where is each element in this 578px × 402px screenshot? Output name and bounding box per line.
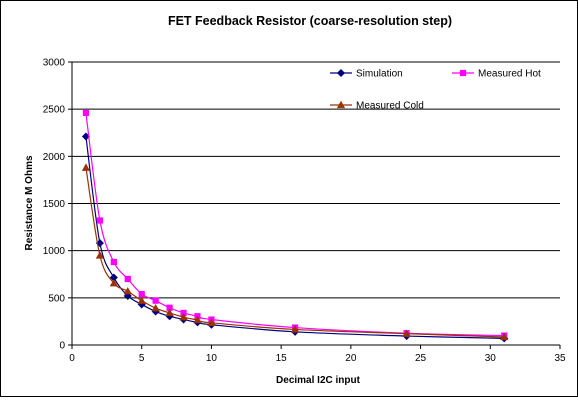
y-tick-label: 2500 [43,105,66,116]
x-tick-label: 30 [485,353,497,364]
legend-marker-square [459,69,467,77]
legend-item: Measured Cold [330,101,424,112]
x-tick-label: 25 [415,353,427,364]
legend-label: Measured Hot [478,69,541,80]
y-tick-label: 1500 [43,199,66,210]
x-tick-label: 5 [139,353,145,364]
data-point-square [96,217,103,224]
data-point-triangle [81,163,91,171]
data-point-triangle [137,296,146,304]
data-point-triangle [109,278,118,287]
data-point-triangle [151,303,160,312]
data-point-triangle [500,332,509,341]
x-tick-label: 0 [69,353,75,364]
x-tick-label: 35 [554,353,566,364]
data-point-triangle [402,329,411,337]
data-point-triangle [95,251,104,259]
chart-title: FET Feedback Resistor (coarse-resolution… [168,14,452,28]
x-tick-label: 15 [276,353,288,364]
legend-item: Measured Hot [452,69,541,80]
axes: 0 500 1000 1500 2000 2500 3000 0 5 10 15 20 25 30 35 [43,58,566,365]
legend-marker-diamond [336,68,346,78]
data-point-triangle [123,287,132,295]
data-point-square [152,297,159,304]
y-tick-label: 2000 [43,152,66,163]
data-point-triangle [207,318,216,327]
y-tick-label: 0 [59,341,65,352]
y-axis-title: Resistance M Ohms [24,155,35,250]
data-point-square [138,290,145,298]
data-point-triangle [290,325,300,333]
data-point-triangle [193,315,202,324]
data-point-triangle [165,308,174,317]
y-tick-label: 3000 [43,58,66,69]
legend-marker-triangle [336,100,346,109]
x-axis-title: Decimal I2C input [276,375,361,386]
y-tick-label: 1000 [43,246,66,257]
data-point-square [124,275,131,283]
legend-label: Simulation [356,69,403,80]
legend-label: Measured Cold [356,101,424,112]
legend-item: Simulation [330,69,403,80]
x-tick-label: 20 [345,353,357,364]
data-point-triangle [179,312,188,321]
series-layer [81,109,509,343]
data-point-square [110,258,117,266]
y-tick-label: 500 [48,293,65,304]
x-tick-label: 10 [206,353,218,364]
data-point-square [82,109,90,117]
legend: Simulation Measured Hot Measured Cold [330,69,541,112]
series-measured-cold [81,163,509,341]
